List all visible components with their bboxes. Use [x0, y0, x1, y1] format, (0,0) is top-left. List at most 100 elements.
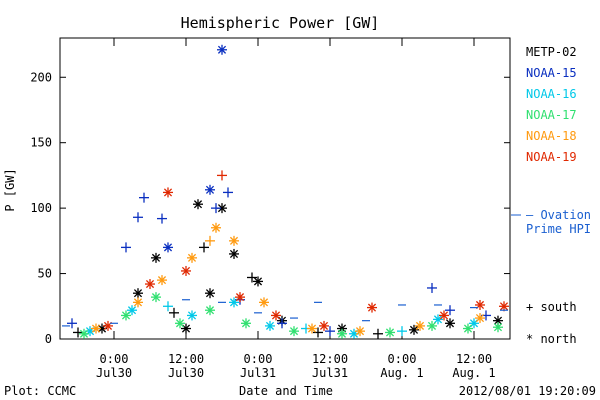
north-point	[187, 310, 197, 321]
y-tick-label: 0	[45, 332, 52, 346]
data-points	[62, 44, 509, 339]
marker-key: + south * north	[526, 300, 577, 346]
north-point	[475, 299, 485, 310]
north-point	[175, 318, 185, 329]
legend-item: METP-02	[526, 45, 577, 59]
x-tick-label-time: 0:00	[388, 352, 417, 366]
x-tick-label-time: 0:00	[100, 352, 129, 366]
legend-item: NOAA-16	[526, 87, 577, 101]
marker-stroke	[409, 325, 419, 334]
marker-stroke	[151, 293, 161, 302]
north-point	[151, 252, 161, 263]
north-point	[205, 184, 215, 195]
south-point	[133, 212, 143, 223]
south-point	[211, 203, 221, 214]
north-point	[163, 242, 173, 253]
south-point	[139, 192, 149, 203]
marker-stroke	[307, 324, 317, 333]
south-point	[445, 305, 455, 316]
north-point	[415, 320, 425, 331]
marker-stroke	[91, 324, 101, 333]
marker-stroke	[187, 253, 197, 262]
south-point	[73, 327, 83, 338]
marker-stroke	[163, 243, 173, 252]
marker-stroke	[205, 289, 215, 298]
marker-stroke	[433, 315, 443, 324]
north-point	[265, 320, 275, 331]
ovation-legend-line2: Prime HPI	[526, 222, 591, 236]
north-point	[355, 326, 365, 337]
marker-stroke	[439, 311, 449, 320]
marker-stroke	[181, 324, 191, 333]
north-point	[133, 297, 143, 308]
north-point	[103, 320, 113, 331]
x-tick-label-date: Jul30	[96, 366, 132, 380]
marker-stroke	[229, 236, 239, 245]
marker-stroke	[319, 321, 329, 330]
north-point	[433, 314, 443, 325]
marker-stroke	[475, 314, 485, 323]
y-tick-label: 100	[30, 201, 52, 215]
x-tick-label-time: 0:00	[244, 352, 273, 366]
north-point	[271, 310, 281, 321]
south-point	[217, 170, 227, 181]
north-point	[121, 310, 131, 321]
south-point	[277, 318, 287, 329]
south-point	[163, 301, 173, 312]
x-tick-label-date: Jul31	[312, 366, 348, 380]
north-point	[229, 235, 239, 246]
marker-stroke	[259, 298, 269, 307]
north-point	[409, 324, 419, 335]
south-point	[397, 326, 407, 337]
north-point	[307, 323, 317, 334]
marker-stroke	[133, 298, 143, 307]
marker-stroke	[235, 293, 245, 302]
x-axis-label: Date and Time	[239, 384, 333, 398]
south-point	[121, 242, 131, 253]
y-tick-label: 200	[30, 70, 52, 84]
north-point	[193, 199, 203, 210]
marker-stroke	[271, 311, 281, 320]
x-tick-label-time: 12:00	[168, 352, 204, 366]
x-axis: 0:00Jul3012:00Jul300:00Jul3112:00Jul310:…	[96, 38, 496, 380]
legend-item: NOAA-18	[526, 129, 577, 143]
marker-stroke	[355, 327, 365, 336]
marker-stroke	[385, 328, 395, 337]
north-point	[385, 327, 395, 338]
x-tick-label-date: Jul31	[240, 366, 276, 380]
north-point	[499, 301, 509, 312]
north-point	[319, 320, 329, 331]
marker-stroke	[205, 185, 215, 194]
plot-frame	[59, 37, 511, 340]
north-point	[133, 288, 143, 299]
marker-stroke	[121, 311, 131, 320]
marker-key-item: + south	[526, 300, 577, 314]
north-point	[475, 313, 485, 324]
south-point	[223, 187, 233, 198]
legend: METP-02 NOAA-15 NOAA-16 NOAA-17 NOAA-18 NOAA-…	[526, 45, 577, 164]
marker-stroke	[181, 266, 191, 276]
legend-item: NOAA-15	[526, 66, 577, 80]
chart-title: Hemispheric Power [GW]	[181, 14, 380, 32]
legend-item: NOAA-19	[526, 150, 577, 164]
marker-stroke	[133, 289, 143, 298]
y-tick-label: 50	[38, 267, 52, 281]
north-point	[151, 292, 161, 303]
north-point	[145, 279, 155, 290]
north-point	[235, 292, 245, 303]
marker-stroke	[499, 302, 509, 311]
north-point	[493, 322, 503, 333]
south-point	[199, 242, 209, 253]
marker-key-item: * north	[526, 332, 577, 346]
marker-stroke	[211, 223, 221, 232]
ovation-legend-line1: — Ovation	[526, 208, 591, 222]
north-point	[241, 318, 251, 329]
marker-stroke	[193, 200, 203, 209]
marker-stroke	[175, 319, 185, 328]
north-point	[439, 310, 449, 321]
marker-stroke	[163, 188, 173, 197]
south-point	[205, 235, 215, 246]
north-point	[445, 318, 455, 329]
north-point	[163, 187, 173, 198]
legend-item: NOAA-17	[526, 108, 577, 122]
